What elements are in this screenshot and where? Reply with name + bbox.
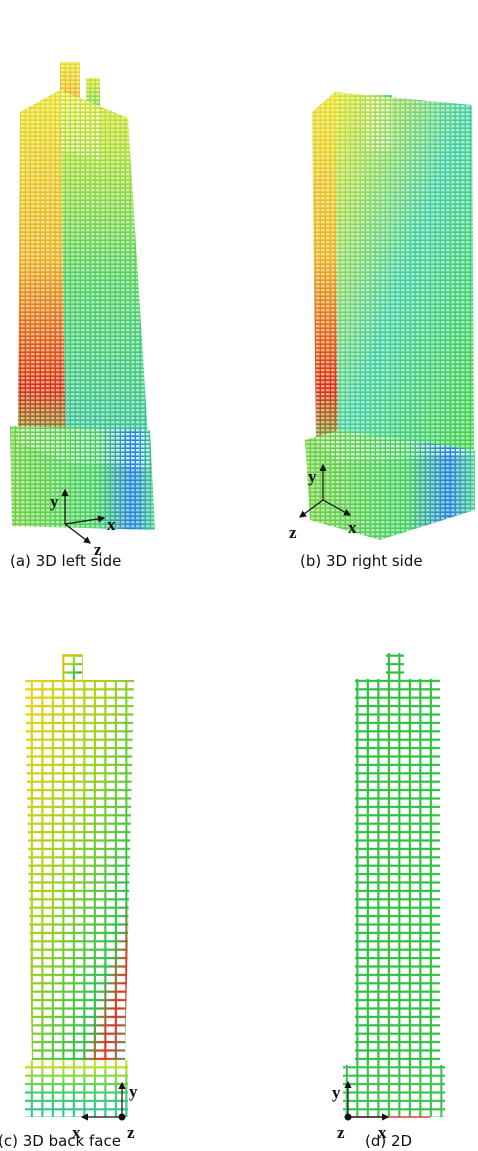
caption: (c) 3D back face — [0, 1132, 121, 1150]
caption: (b) 3D right side — [300, 552, 423, 570]
panel-a: y x z (a) 3D left side — [10, 62, 155, 570]
axis-label: y — [332, 1083, 341, 1102]
axis-label: z — [337, 1123, 345, 1142]
axis-label: x — [348, 518, 357, 537]
axis-label: y — [50, 492, 59, 511]
axis-label: z — [127, 1123, 135, 1142]
caption: (d) 2D — [365, 1132, 412, 1150]
panel-c: y x z (c) 3D back face — [0, 655, 138, 1150]
caption: (a) 3D left side — [10, 552, 121, 570]
panel-d: y z x (d) 2D — [332, 653, 445, 1150]
panel-b: y z x (b) 3D right side — [289, 92, 475, 570]
axis-label: z — [289, 523, 297, 542]
axis-label: y — [308, 467, 317, 486]
axis-label: x — [107, 515, 116, 534]
axis-label: y — [129, 1082, 138, 1101]
figure: y x z (a) 3D left side y z x (b) 3D righ… — [0, 0, 478, 1151]
